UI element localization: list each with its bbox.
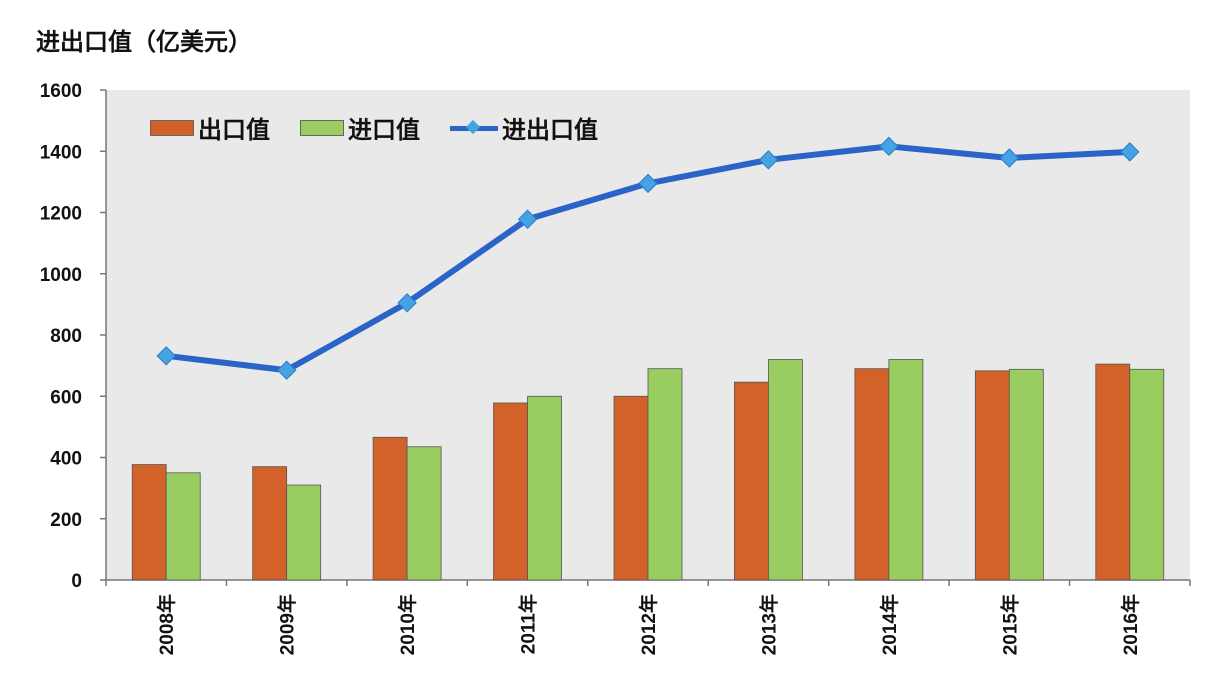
bar-import bbox=[286, 484, 322, 581]
legend-label-import: 进口值 bbox=[348, 116, 420, 144]
line-point-total bbox=[758, 150, 779, 170]
line-point-total bbox=[999, 148, 1020, 168]
y-tick-label: 1600 bbox=[40, 81, 82, 102]
x-tick-label: 2012年 bbox=[637, 594, 660, 655]
line-point-total bbox=[1120, 142, 1140, 162]
bar-export bbox=[372, 436, 408, 581]
line-point-total bbox=[517, 209, 538, 229]
bar-export bbox=[252, 466, 288, 581]
x-tick-label: 2016年 bbox=[1119, 594, 1142, 655]
line-point-total bbox=[638, 173, 658, 194]
legend-diamond-marker bbox=[465, 119, 481, 134]
line-series bbox=[156, 136, 1140, 380]
bar-import bbox=[768, 359, 803, 581]
bar-export bbox=[974, 370, 1010, 581]
legend-swatch-export bbox=[150, 119, 194, 136]
x-tick-label: 2015年 bbox=[998, 594, 1021, 655]
x-tick-label: 2009年 bbox=[276, 594, 299, 655]
bar-import bbox=[888, 359, 924, 581]
y-tick-label: 1000 bbox=[40, 265, 82, 286]
legend-swatch-total bbox=[450, 119, 498, 135]
line-point-total bbox=[156, 346, 176, 366]
legend-label-export: 出口值 bbox=[198, 116, 270, 144]
x-tick-label: 2011年 bbox=[517, 594, 540, 654]
line-point-total bbox=[879, 136, 899, 157]
y-tick-label: 1200 bbox=[40, 204, 82, 225]
bar-import bbox=[165, 472, 201, 581]
bar-import bbox=[527, 395, 562, 581]
line-point-total bbox=[276, 360, 297, 380]
bar-export bbox=[734, 381, 769, 581]
x-tick-label: 2013年 bbox=[757, 594, 780, 655]
y-tick-label: 800 bbox=[50, 326, 82, 347]
bar-import bbox=[406, 446, 442, 581]
bar-series bbox=[131, 359, 1165, 581]
legend-swatch-import bbox=[300, 119, 344, 136]
y-tick-label: 1400 bbox=[40, 142, 82, 163]
legend-item-export: 出口值 bbox=[150, 110, 270, 145]
y-tick-label: 200 bbox=[50, 510, 82, 531]
bar-import bbox=[1129, 368, 1165, 581]
bar-export bbox=[131, 464, 167, 581]
bar-export bbox=[613, 395, 649, 581]
legend-item-import: 进口值 bbox=[300, 110, 420, 145]
chart-unit-title: 进出口值（亿美元） bbox=[36, 28, 252, 56]
x-axis: 2008年 2009年 2010年 2011年 2012年 2013年 2014年 2015年… bbox=[105, 579, 1191, 655]
x-tick-label: 2010年 bbox=[396, 594, 419, 655]
legend-item-total: 进出口值 bbox=[450, 110, 598, 145]
line-point-total bbox=[397, 293, 417, 313]
y-axis: 0 200 400 600 800 1000 1200 1400 1600 bbox=[40, 81, 107, 592]
x-tick-label: 2008年 bbox=[155, 594, 178, 655]
bar-export bbox=[493, 402, 528, 581]
legend: 出口值 进口值 进出口值 bbox=[150, 110, 628, 145]
y-tick-label: 400 bbox=[50, 449, 82, 470]
bar-export bbox=[854, 368, 890, 581]
bar-import bbox=[647, 368, 683, 581]
y-tick-label: 0 bbox=[71, 571, 82, 592]
bar-export bbox=[1095, 363, 1131, 581]
y-tick-label: 600 bbox=[50, 387, 82, 408]
bar-import bbox=[1008, 368, 1044, 581]
x-tick-label: 2014年 bbox=[878, 594, 901, 655]
legend-label-total: 进出口值 bbox=[502, 116, 598, 144]
